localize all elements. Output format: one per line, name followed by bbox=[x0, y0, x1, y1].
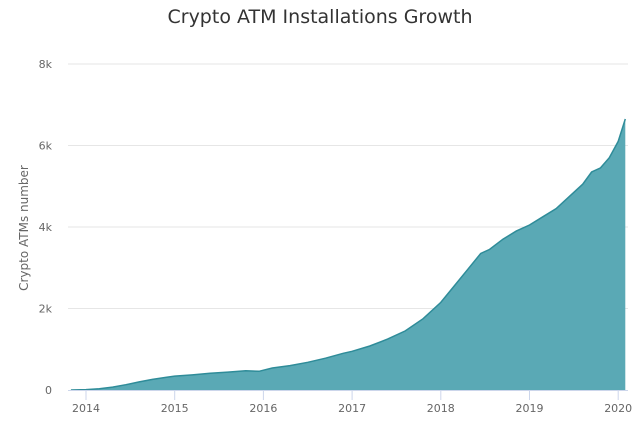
y-tick-label: 4k bbox=[39, 221, 53, 234]
y-tick-label: 2k bbox=[39, 303, 53, 316]
x-tick-label: 2016 bbox=[249, 402, 277, 415]
area-fill bbox=[70, 119, 626, 390]
y-tick-label: 6k bbox=[39, 140, 53, 153]
x-tick-label: 2017 bbox=[338, 402, 366, 415]
x-tick-label: 2019 bbox=[516, 402, 544, 415]
chart-title: Crypto ATM Installations Growth bbox=[167, 6, 473, 28]
area-line bbox=[70, 118, 627, 391]
x-tick-label: 2020 bbox=[604, 402, 632, 415]
x-tick-label: 2014 bbox=[72, 402, 100, 415]
y-tick-label: 8k bbox=[39, 58, 53, 71]
x-tick-label: 2018 bbox=[427, 402, 455, 415]
y-tick-label: 0 bbox=[45, 384, 52, 397]
x-tick-label: 2015 bbox=[161, 402, 189, 415]
